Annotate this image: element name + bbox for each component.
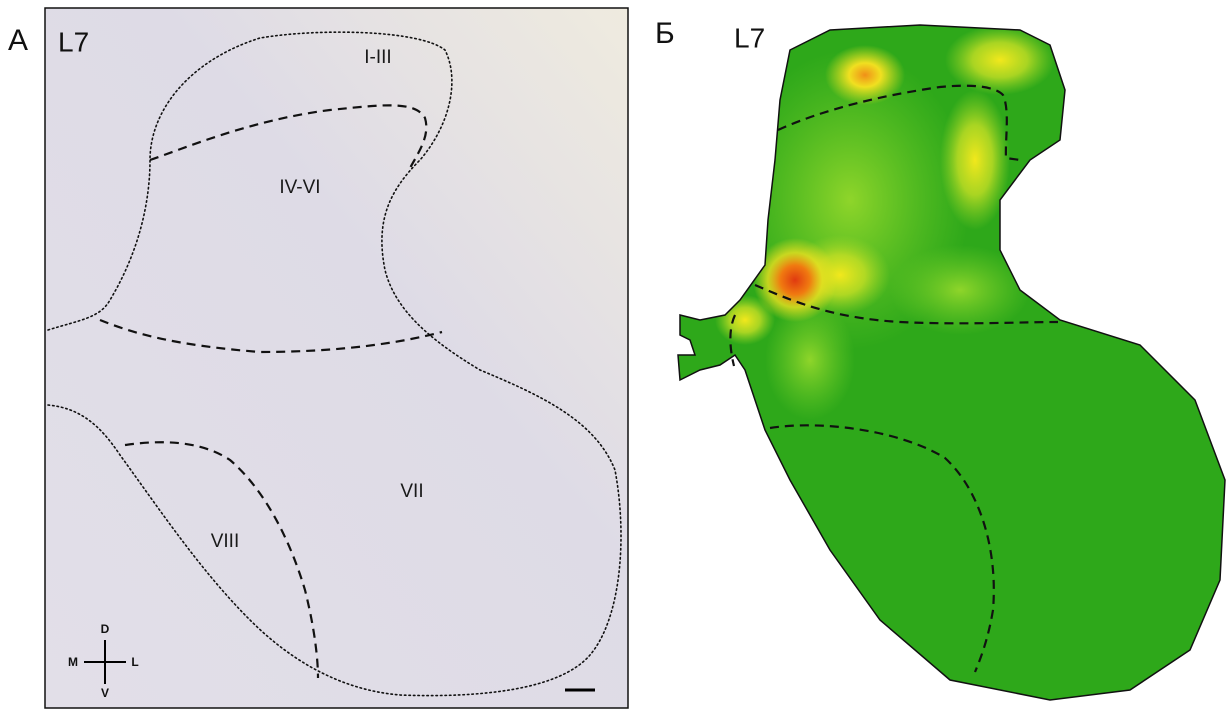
micrograph: [45, 8, 628, 708]
figure: А L7 I-III IV-VI VII VIII D V M L Б L7: [0, 0, 1229, 715]
region-label: IV-VI: [279, 177, 320, 198]
section-label: L7: [734, 22, 765, 53]
region-label: I-III: [364, 47, 391, 68]
compass-label: D: [101, 622, 110, 636]
panel-letter: Б: [655, 17, 675, 50]
panel-letter: А: [8, 24, 28, 57]
compass-label: V: [101, 686, 109, 700]
compass-label: M: [68, 655, 78, 669]
region-label: VIII: [211, 531, 240, 552]
region-label: VII: [400, 481, 423, 502]
section-label: L7: [58, 26, 89, 57]
compass-label: L: [131, 655, 138, 669]
heatmap: [678, 25, 1225, 700]
